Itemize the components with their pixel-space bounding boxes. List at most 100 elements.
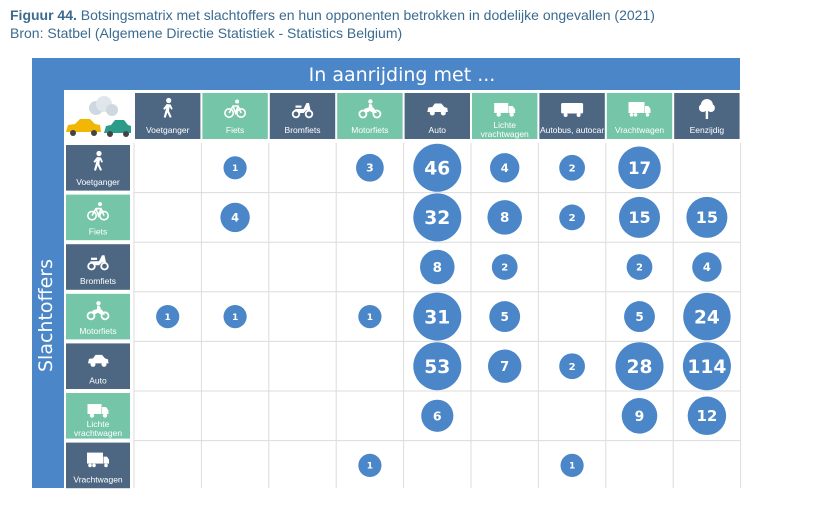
bubble-mark [489,301,521,333]
bubble-mark [621,398,658,434]
bubble-voetganger-vs-vrachtwagen: 17 [618,146,661,190]
bubble-value-label: 12 [696,407,717,425]
bubble-mark [487,349,522,383]
figure-title: Botsingsmatrix met slachtoffers en hun o… [80,7,655,23]
bubble-value-label: 31 [424,307,450,328]
bubble-fiets-vs-vrachtwagen: 15 [618,196,661,238]
bubble-mark [692,252,722,282]
bubble-mark [686,196,728,238]
bubble-voetganger-vs-lichte-vrachtwagen: 4 [490,153,520,183]
bubble-value-label: 2 [636,263,643,274]
bubble-value-label: 2 [569,163,576,174]
column-header-cell [202,93,268,139]
bubble-value-label: 17 [628,159,651,178]
bubble-value-label: 2 [569,362,576,373]
column-header-label: Bromfiets [285,125,321,135]
bubble-auto-vs-lichte-vrachtwagen: 7 [487,349,522,383]
bubble-mark [413,143,462,192]
bubble-auto-vs-vrachtwagen: 28 [615,342,664,391]
bubble-mark [624,301,655,333]
column-header-cell [472,93,538,139]
matrix-layer: In aanrijding met ... Slachtoffers Voetgan… [32,58,742,489]
column-header-label: Voetganger [146,125,190,135]
bubble-mark [220,202,250,233]
bubble-bromfiets-vs-vrachtwagen: 2 [626,254,653,280]
bubble-mark [491,254,518,280]
row-header-voetganger: Voetganger [66,145,130,191]
column-header-label: Vrachtwagen [615,125,665,135]
corner-illustration [66,96,131,137]
bubble-value-label: 1 [569,462,575,472]
bubble-voetganger-vs-auto: 46 [413,143,462,192]
bubble-voetganger-vs-fiets: 1 [223,156,247,180]
row-header-cell [66,393,130,439]
column-header-label: Lichte vrachtwagen [481,120,529,139]
bubble-mark [421,399,454,432]
bubble-value-label: 46 [424,159,450,180]
bubble-mark [223,305,247,329]
bubble-value-label: 1 [232,164,238,174]
column-header-label: Eenzijdig [690,125,725,135]
row-header-label: Bromfiets [80,276,116,286]
row-header-cell [66,442,130,489]
bubble-motorfiets-vs-voetganger: 1 [156,305,180,329]
bubble-motorfiets-vs-fiets: 1 [223,305,247,329]
bubble-mark [413,193,462,242]
column-header-voetganger: Voetganger [135,93,201,139]
bubble-bromfiets-vs-eenzijdig: 4 [692,252,722,282]
bubble-auto-vs-auto: 53 [413,342,462,391]
bubble-value-label: 15 [628,208,650,227]
bubble-value-label: 8 [500,211,509,226]
row-header-label: Voetganger [76,177,120,187]
bubble-voetganger-vs-autobus-autocar: 2 [559,154,585,181]
bubble-value-label: 4 [501,161,509,175]
bubble-value-label: 4 [703,260,711,274]
bubble-value-label: 5 [501,310,509,324]
row-header-motorfiets: Motorfiets [66,293,130,340]
bubble-value-label: 2 [569,213,576,224]
row-header-cell [66,343,130,389]
bubble-mark [420,249,455,285]
bubble-value-label: 1 [165,313,171,323]
column-header-cell [404,93,470,139]
row-header-title: Slachtoffers [35,259,57,372]
bubble-mark [559,154,585,181]
row-header-label: Lichte vrachtwagen [74,419,122,438]
bubble-vrachtwagen-vs-motorfiets: 1 [358,453,382,477]
bubble-mark [618,146,661,190]
bubble-mark [223,156,247,180]
bubble-motorfiets-vs-eenzijdig: 24 [683,292,731,341]
bubble-value-label: 6 [433,408,442,423]
bubble-mark [682,342,731,391]
row-header-cell [66,194,130,241]
column-header-fiets: Fiets [202,93,268,139]
bubble-value-label: 8 [433,261,442,276]
bubble-motorfiets-vs-vrachtwagen: 5 [624,301,655,333]
bubble-vrachtwagen-vs-autobus-autocar: 1 [560,453,584,477]
column-header-cell [539,93,605,139]
bubble-auto-vs-eenzijdig: 114 [682,342,731,391]
bubble-fiets-vs-lichte-vrachtwagen: 8 [487,200,522,235]
figure-source: Bron: Statbel (Algemene Directie Statist… [10,25,403,41]
bubble-mark [618,196,661,238]
column-header-label: Auto [429,125,447,135]
row-header-vrachtwagen: Vrachtwagen [66,442,130,489]
bubble-mark [156,305,180,329]
column-header-cell [606,93,673,139]
figure-caption: Figuur 44. Botsingsmatrix met slachtoffe… [10,6,810,42]
row-header-label: Fiets [89,227,107,237]
column-header-vrachtwagen: Vrachtwagen [606,93,673,139]
bubble-value-label: 2 [501,263,508,274]
column-header-label: Motorfiets [351,125,388,135]
bubble-value-label: 24 [694,307,720,328]
bubble-bromfiets-vs-lichte-vrachtwagen: 2 [491,254,518,280]
row-header-fiets: Fiets [66,194,130,241]
bubble-mark [683,292,731,341]
bubble-fiets-vs-autobus-autocar: 2 [559,204,585,231]
bubble-bromfiets-vs-auto: 8 [420,249,455,285]
row-header-auto: Auto [66,343,130,389]
bubble-mark [413,292,462,341]
bubble-mark [626,254,653,280]
column-header-bromfiets: Bromfiets [269,93,336,139]
